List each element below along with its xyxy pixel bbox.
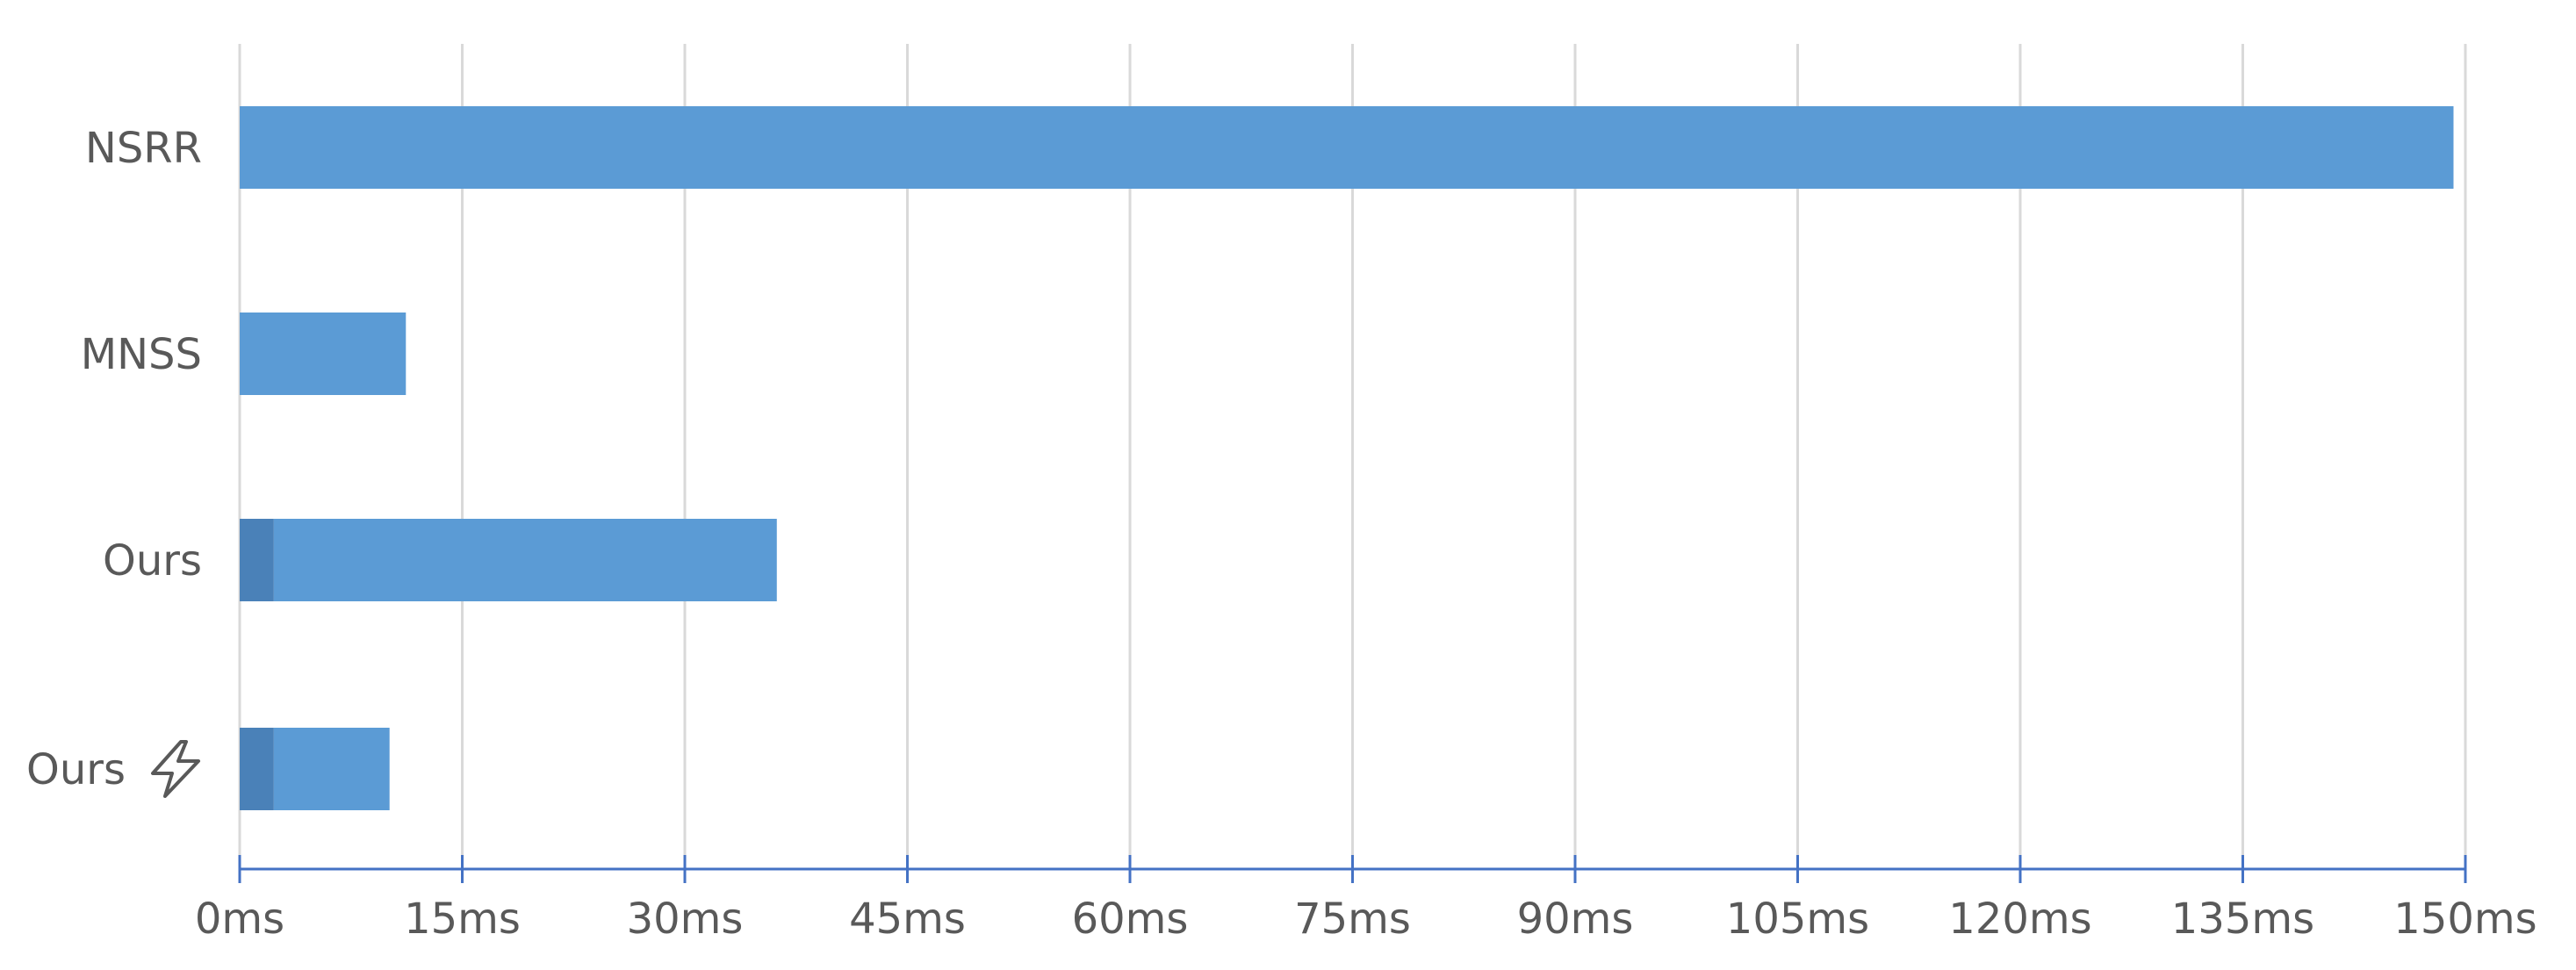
tick-label-0: 0ms [195,895,284,944]
tick-label-9: 135ms [2171,895,2314,944]
bar-row0-seg1 [240,106,2454,189]
tick-label-1: 15ms [404,895,521,944]
tick-label-3: 45ms [849,895,966,944]
bar-row3-seg1 [273,728,390,810]
lightning-icon [151,740,200,798]
category-label-3: Ours [26,745,126,794]
category-label-2: Ours [103,536,202,586]
category-label-0: NSRR [85,124,202,173]
bar-row3-seg0 [240,728,274,810]
tick-label-4: 60ms [1072,895,1189,944]
bar-row2-seg0 [240,519,274,601]
tick-label-7: 105ms [1726,895,1869,944]
tick-label-2: 30ms [627,895,744,944]
bar-row2-seg1 [273,519,777,601]
tick-label-5: 75ms [1294,895,1411,944]
bars [240,106,2454,810]
category-labels: NSRR MNSS Ours Ours [26,124,202,798]
category-label-1: MNSS [81,330,202,379]
tick-label-6: 90ms [1517,895,1634,944]
x-axis: 0ms 15ms 30ms 45ms 60ms 75ms 90ms 105ms 120ms 135… [195,855,2537,944]
bar-row1-seg1 [240,313,407,395]
lightning-icon-shape [151,740,200,798]
tick-label-10: 150ms [2393,895,2536,944]
tick-label-8: 120ms [1948,895,2091,944]
